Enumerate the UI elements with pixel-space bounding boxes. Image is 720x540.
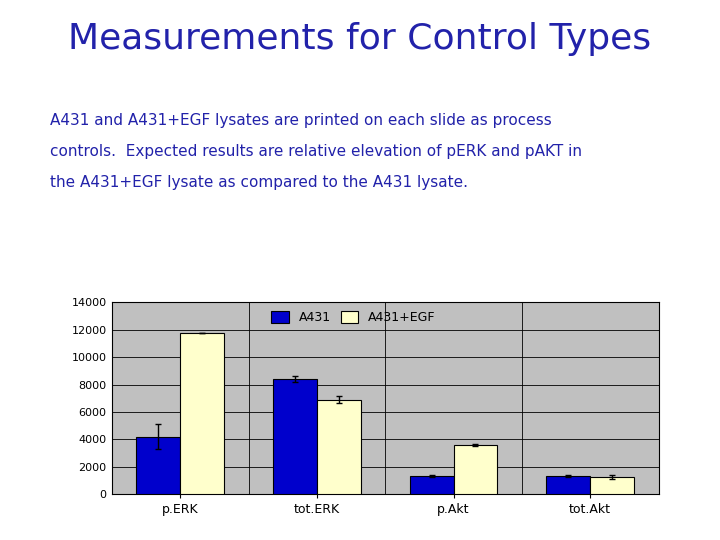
Bar xyxy=(590,477,634,494)
Text: the A431+EGF lysate as compared to the A431 lysate.: the A431+EGF lysate as compared to the A… xyxy=(50,175,469,190)
Bar xyxy=(317,400,361,494)
Bar xyxy=(546,476,590,494)
Bar xyxy=(137,436,180,494)
Bar xyxy=(273,379,317,494)
Text: A431 and A431+EGF lysates are printed on each slide as process: A431 and A431+EGF lysates are printed on… xyxy=(50,113,552,129)
Text: controls.  Expected results are relative elevation of pERK and pAKT in: controls. Expected results are relative … xyxy=(50,144,582,159)
Legend: A431, A431+EGF: A431, A431+EGF xyxy=(271,310,436,324)
Bar xyxy=(454,445,498,494)
Bar xyxy=(410,476,454,494)
Text: Measurements for Control Types: Measurements for Control Types xyxy=(68,22,652,56)
Bar xyxy=(180,333,224,494)
